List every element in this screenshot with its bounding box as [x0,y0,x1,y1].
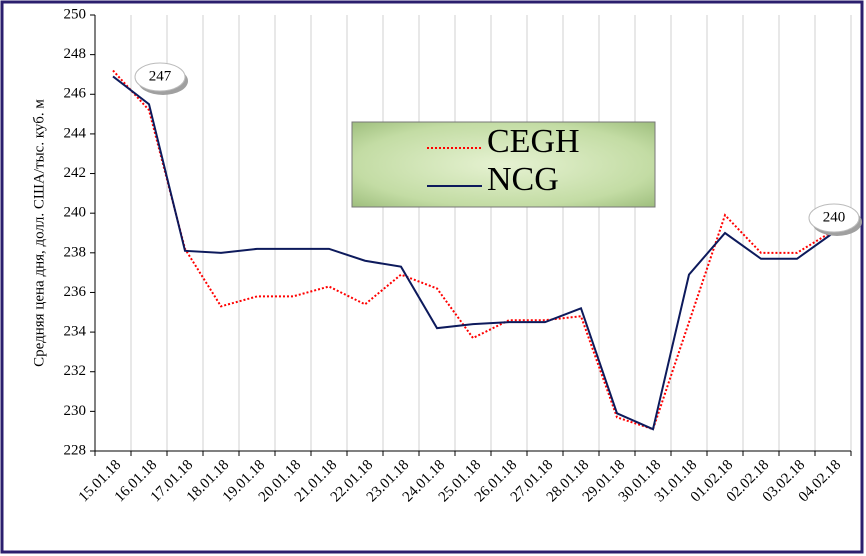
y-tick-label: 236 [64,284,87,300]
annotation: 247 [149,68,172,84]
y-axis-label: Средняя цена дня, долл. США/тыс. куб. м [31,99,47,367]
legend-label: CEGH [487,123,580,160]
y-tick-label: 242 [64,165,87,181]
y-tick-label: 250 [64,6,87,22]
legend-box [351,121,656,208]
series-line [112,69,834,431]
series-line [112,75,834,431]
legend-label: NCG [487,161,559,198]
y-tick-label: 228 [64,442,87,458]
y-tick-label: 238 [64,244,87,260]
annotation: 240 [823,209,846,225]
y-tick-label: 232 [64,363,87,379]
y-tick-label: 234 [64,324,87,340]
annotation-bubble [808,203,860,233]
y-tick-label: 230 [64,403,87,419]
y-tick-label: 248 [64,46,87,62]
annotation-bubble [134,62,186,92]
y-tick-label: 240 [64,205,87,221]
y-tick-label: 246 [64,86,87,102]
y-tick-label: 244 [64,125,87,141]
